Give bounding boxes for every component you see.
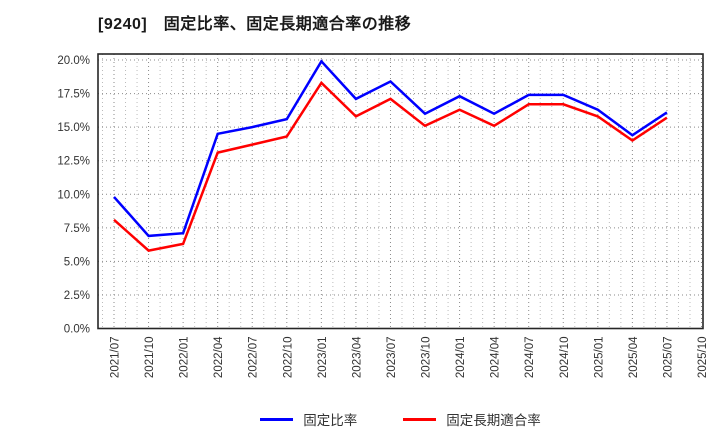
x-tick-label: 2025/04 xyxy=(628,336,640,378)
x-tick-label: 2025/01 xyxy=(593,337,605,379)
y-tick-label: 17.5% xyxy=(57,89,90,101)
y-tick-label: 5.0% xyxy=(64,256,90,268)
x-tick-label: 2022/07 xyxy=(248,337,260,379)
series-line-1 xyxy=(113,80,668,252)
series-line-0 xyxy=(113,59,668,238)
legend: 固定比率 固定長期適合率 xyxy=(98,409,703,429)
y-tick-label: 0.0% xyxy=(64,324,90,336)
x-tick-label: 2024/04 xyxy=(490,336,502,378)
x-tick-label: 2024/01 xyxy=(455,337,467,379)
x-tick-label: 2021/10 xyxy=(144,337,156,379)
y-tick-label: 10.0% xyxy=(57,189,90,201)
x-tick-label: 2024/10 xyxy=(559,337,571,379)
x-tick-label: 2022/01 xyxy=(179,337,191,379)
y-tick-label: 2.5% xyxy=(64,290,90,302)
x-tick-label: 2023/01 xyxy=(317,337,329,379)
y-tick-label: 12.5% xyxy=(57,156,90,168)
x-tick-label: 2022/10 xyxy=(282,337,294,379)
x-tick-label: 2023/10 xyxy=(421,337,433,379)
x-tick-label: 2025/07 xyxy=(662,337,674,379)
y-tick-label: 15.0% xyxy=(57,122,90,134)
legend-item-fixed-ratio: 固定比率 xyxy=(260,409,357,429)
legend-line-red-icon xyxy=(403,417,437,421)
y-tick-label: 20.0% xyxy=(57,55,90,67)
x-tick-label: 2021/07 xyxy=(110,337,122,379)
x-tick-label: 2025/10 xyxy=(697,337,709,379)
x-tick-label: 2023/04 xyxy=(351,336,363,378)
x-tick-label: 2024/07 xyxy=(524,337,536,379)
chart-title: [9240] 固定比率、固定長期適合率の推移 xyxy=(98,16,412,33)
x-tick-label: 2022/04 xyxy=(213,336,225,378)
legend-label: 固定比率 xyxy=(303,413,358,428)
legend-label: 固定長期適合率 xyxy=(446,413,541,428)
legend-line-blue-icon xyxy=(260,417,294,421)
legend-item-fixed-longterm-ratio: 固定長期適合率 xyxy=(403,409,541,429)
axis-border xyxy=(97,53,704,330)
x-tick-label: 2023/07 xyxy=(386,337,398,379)
y-tick-label: 7.5% xyxy=(64,223,90,235)
